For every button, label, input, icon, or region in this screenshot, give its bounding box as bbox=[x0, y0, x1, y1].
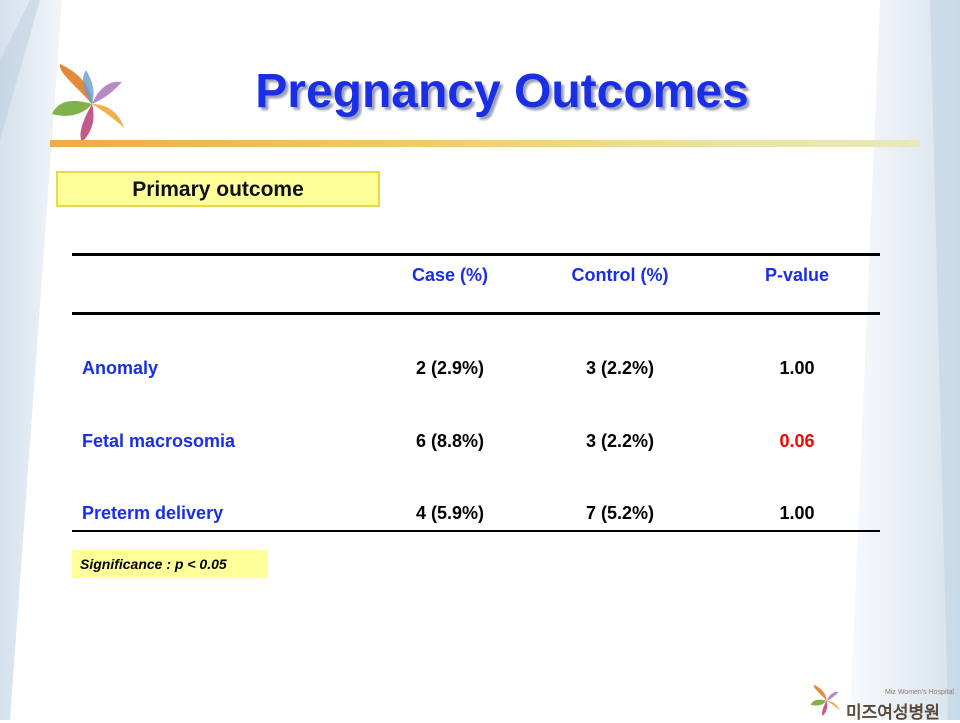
cell-control: 7 (5.2%) bbox=[585, 503, 655, 523]
brand-logo-icon bbox=[810, 684, 840, 716]
row-label-preterm-delivery: Preterm delivery bbox=[82, 503, 224, 523]
brand-name: 미즈여성병원 bbox=[846, 703, 940, 722]
significance-note: Significance : p < 0.05 bbox=[72, 550, 268, 578]
cell-control: 3 (2.2%) bbox=[585, 358, 655, 378]
cell-case: 6 (8.8%) bbox=[415, 431, 485, 451]
cell-case: 4 (5.9%) bbox=[415, 503, 485, 523]
header-case: Case (%) bbox=[411, 265, 489, 285]
row-label-anomaly: Anomaly bbox=[82, 358, 159, 378]
cell-p-value-highlight: 0.06 bbox=[779, 431, 815, 451]
cell-p-value: 1.00 bbox=[779, 358, 815, 378]
cell-control: 3 (2.2%) bbox=[585, 431, 655, 451]
header-p-value: P-value bbox=[764, 265, 830, 285]
cell-p-value: 1.00 bbox=[779, 503, 815, 523]
table-top-rule bbox=[72, 253, 880, 256]
section-label: Primary outcome bbox=[56, 171, 380, 207]
cell-case: 2 (2.9%) bbox=[415, 358, 485, 378]
table-bottom-rule bbox=[72, 530, 880, 532]
leaf-logo-icon bbox=[52, 64, 124, 142]
brand-subtitle: Miz Women's Hospital bbox=[885, 689, 954, 696]
slide-title: Pregnancy Outcomes bbox=[255, 65, 749, 118]
table-header-rule bbox=[72, 312, 880, 315]
title-underline bbox=[50, 140, 920, 147]
header-control: Control (%) bbox=[571, 265, 669, 285]
row-label-fetal-macrosomia: Fetal macrosomia bbox=[82, 431, 236, 451]
